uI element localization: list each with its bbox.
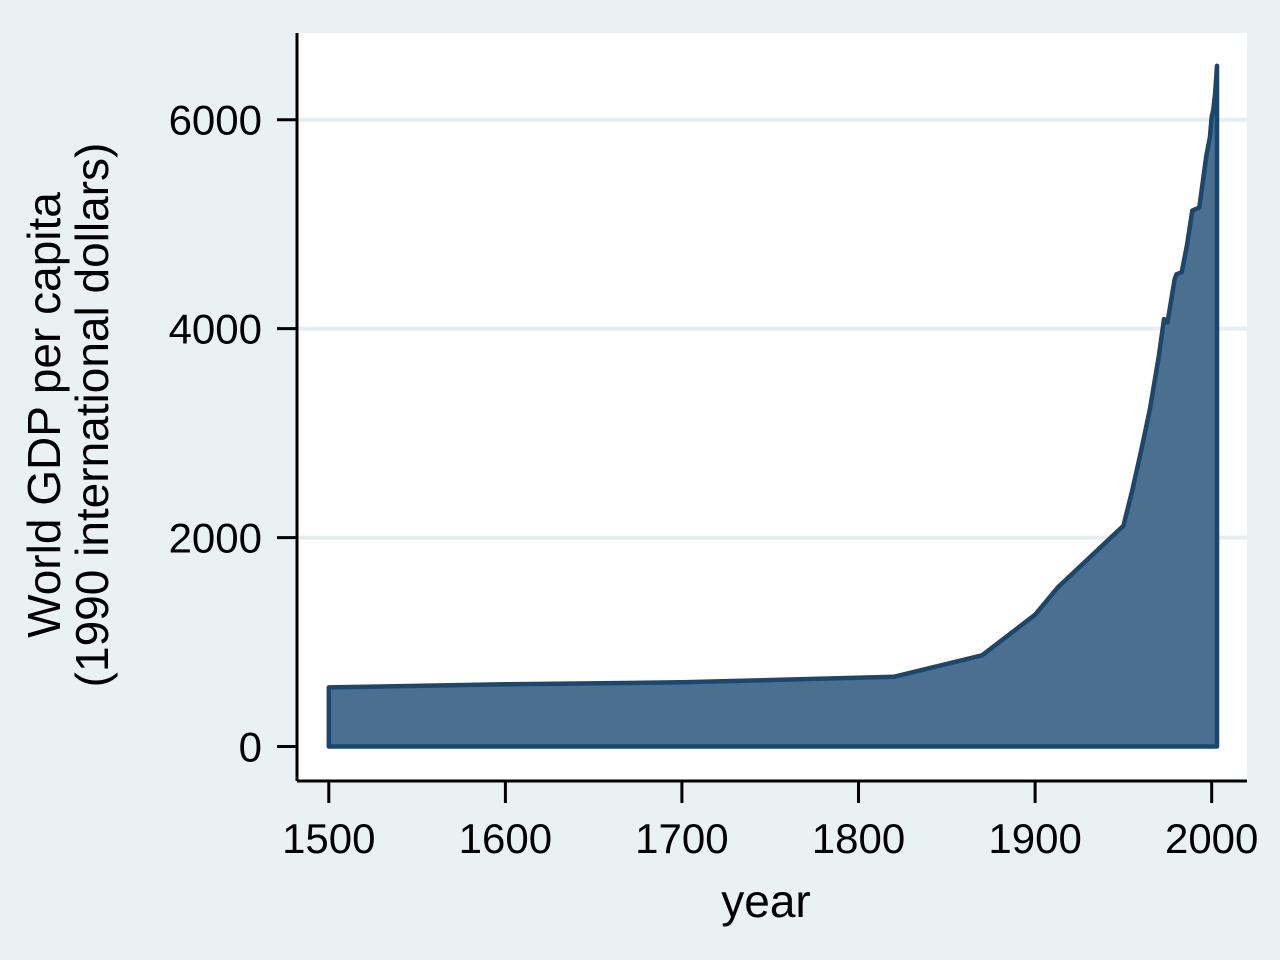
y-tick-label: 2000 xyxy=(169,515,262,562)
y-axis-title-line1: World GDP per capita xyxy=(18,192,70,638)
x-tick-label: 1500 xyxy=(282,815,375,862)
y-axis-title-line2: (1990 international dollars) xyxy=(66,143,118,688)
gdp-per-capita-area-series xyxy=(326,63,1220,749)
x-tick-label: 1900 xyxy=(988,815,1081,862)
x-tick-label: 2000 xyxy=(1165,815,1258,862)
y-tick-label: 0 xyxy=(239,724,262,771)
y-tick-label: 4000 xyxy=(169,306,262,353)
x-axis-title: year xyxy=(721,875,810,927)
y-tick-label: 6000 xyxy=(169,97,262,144)
x-tick-label: 1700 xyxy=(635,815,728,862)
x-tick-label: 1600 xyxy=(459,815,552,862)
x-tick-label: 1800 xyxy=(812,815,905,862)
